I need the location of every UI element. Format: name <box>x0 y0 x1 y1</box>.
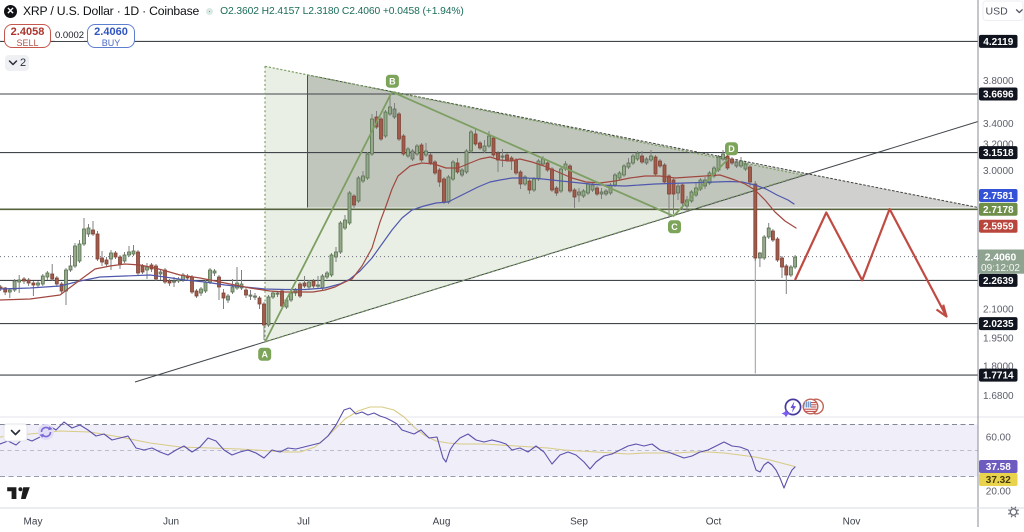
svg-text:20.00: 20.00 <box>986 487 1011 498</box>
svg-text:Aug: Aug <box>433 517 451 528</box>
svg-text:4.2119: 4.2119 <box>983 37 1013 48</box>
svg-text:3.0000: 3.0000 <box>983 166 1014 177</box>
svg-text:2.2639: 2.2639 <box>983 276 1014 287</box>
svg-text:3.6696: 3.6696 <box>983 90 1014 101</box>
svg-text:2.7178: 2.7178 <box>983 205 1014 216</box>
svg-text:Jul: Jul <box>297 517 310 528</box>
svg-text:D: D <box>728 144 735 154</box>
svg-text:09:12:02: 09:12:02 <box>981 263 1020 274</box>
svg-text:A: A <box>261 350 268 360</box>
svg-text:2.7581: 2.7581 <box>983 191 1014 202</box>
svg-text:3.4000: 3.4000 <box>983 119 1014 130</box>
svg-text:37.32: 37.32 <box>986 475 1011 486</box>
svg-text:Oct: Oct <box>706 517 722 528</box>
svg-text:2.4060: 2.4060 <box>985 252 1017 263</box>
svg-text:1.9500: 1.9500 <box>983 333 1014 344</box>
svg-text:Sep: Sep <box>570 517 588 528</box>
svg-text:1.6800: 1.6800 <box>983 391 1014 402</box>
svg-text:Jun: Jun <box>163 517 179 528</box>
svg-text:2.1000: 2.1000 <box>983 305 1014 316</box>
svg-text:3.1518: 3.1518 <box>983 148 1014 159</box>
svg-text:C: C <box>671 222 678 232</box>
svg-text:B: B <box>389 77 396 87</box>
svg-text:3.8000: 3.8000 <box>983 76 1014 87</box>
svg-text:2.5959: 2.5959 <box>983 222 1014 233</box>
svg-text:USD: USD <box>986 6 1009 18</box>
svg-text:May: May <box>24 517 43 528</box>
svg-text:60.00: 60.00 <box>986 433 1011 444</box>
svg-text:2.0235: 2.0235 <box>983 319 1014 330</box>
svg-text:Nov: Nov <box>843 517 861 528</box>
svg-text:1.7714: 1.7714 <box>983 371 1014 382</box>
svg-text:37.58: 37.58 <box>986 462 1011 473</box>
